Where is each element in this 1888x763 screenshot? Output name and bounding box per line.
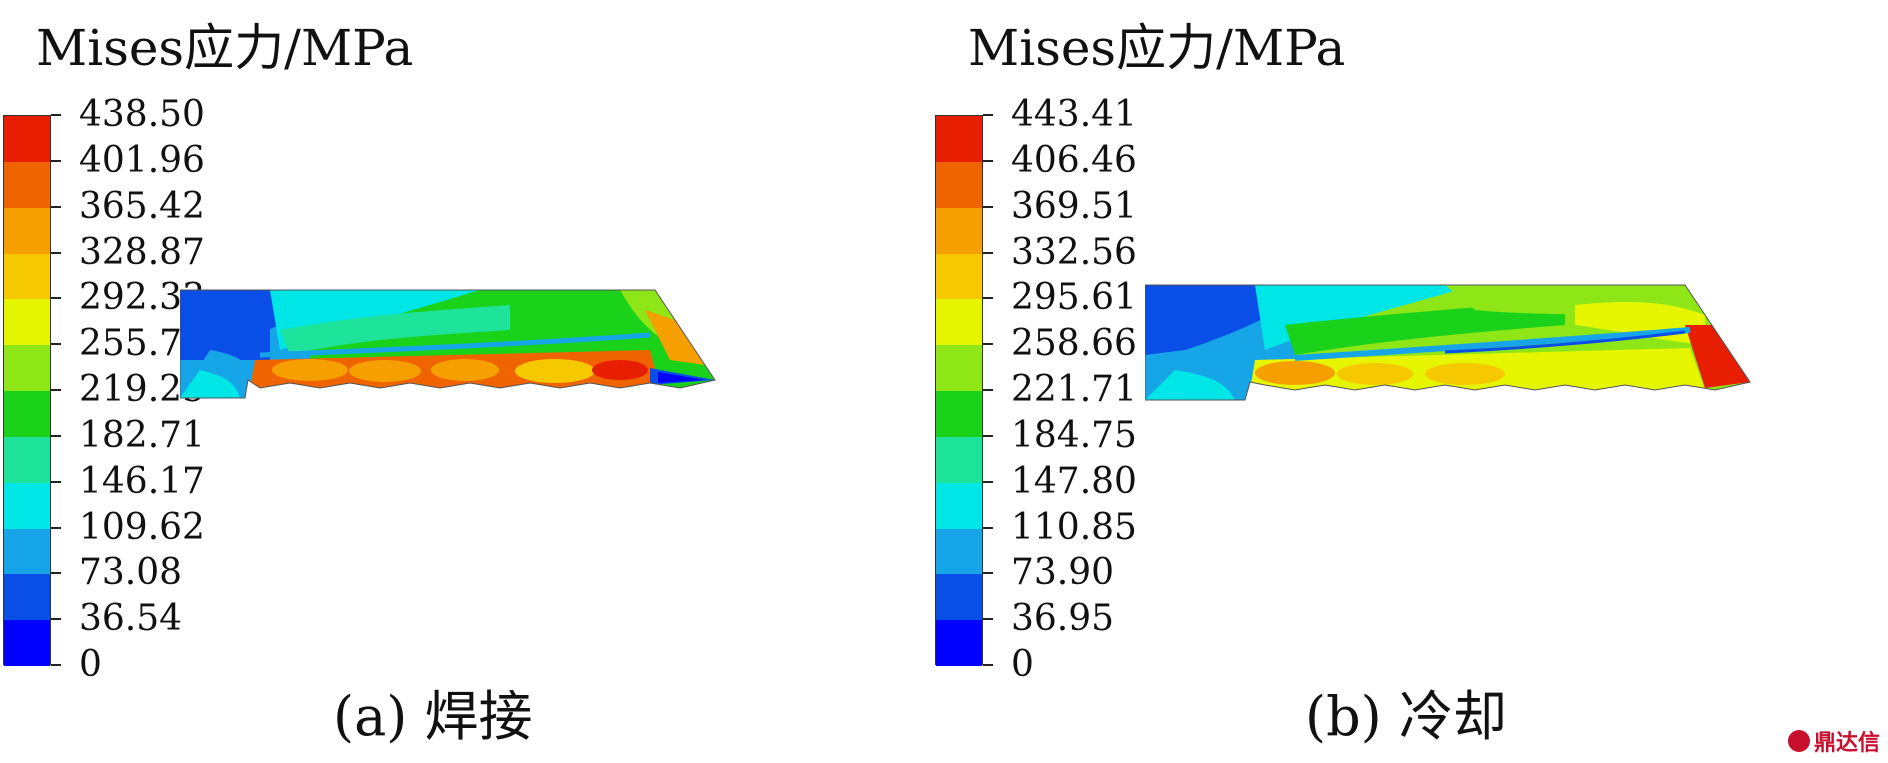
stress-contour-plot <box>1145 284 1751 401</box>
contour-fill <box>180 290 715 398</box>
colorbar-band <box>936 116 982 163</box>
colorbar <box>3 115 51 667</box>
colorbar-band <box>4 391 50 438</box>
colorbar-band <box>4 436 50 484</box>
colorbar-band <box>936 299 982 346</box>
colorbar-band <box>936 620 982 667</box>
colorbar-band <box>936 574 982 621</box>
colorbar-band <box>4 207 50 254</box>
colorbar-band <box>4 299 50 346</box>
panel-caption: (a) 焊接 <box>333 685 533 748</box>
colorbar-band <box>4 116 50 163</box>
panel-caption: (b) 冷却 <box>1305 685 1507 748</box>
colorbar-band <box>936 436 982 484</box>
watermark-text: 鼎达信 <box>1813 731 1880 756</box>
colorbar-band <box>936 253 982 300</box>
colorbar-band <box>4 345 50 392</box>
colorbar-band <box>936 391 982 438</box>
colorbar-band <box>4 620 50 667</box>
contour-fill <box>1145 285 1750 400</box>
legend-title: Mises应力/MPa <box>968 19 1346 77</box>
colorbar-ticks: 443.41 406.46 369.51 332.56 295.61 258.6… <box>983 95 1183 685</box>
colorbar-band <box>4 482 50 529</box>
colorbar-band <box>936 528 982 575</box>
colorbar-band <box>936 207 982 254</box>
colorbar-band <box>936 161 982 209</box>
watermark-logo-icon <box>1787 730 1810 752</box>
watermark: 鼎达信 <box>1787 725 1880 757</box>
colorbar <box>935 115 983 667</box>
panel-welding: Mises应力/MPa 438.50 401.96 365.42 328.87 … <box>0 0 940 763</box>
stress-contour-plot <box>180 289 716 399</box>
colorbar-band <box>936 345 982 392</box>
colorbar-band <box>4 161 50 209</box>
colorbar-band <box>4 574 50 621</box>
colorbar-band <box>4 528 50 575</box>
colorbar-band <box>4 253 50 300</box>
panel-cooling: Mises应力/MPa 443.41 406.46 369.51 332.56 … <box>930 0 1888 763</box>
legend-title: Mises应力/MPa <box>36 19 414 77</box>
colorbar-band <box>936 482 982 529</box>
